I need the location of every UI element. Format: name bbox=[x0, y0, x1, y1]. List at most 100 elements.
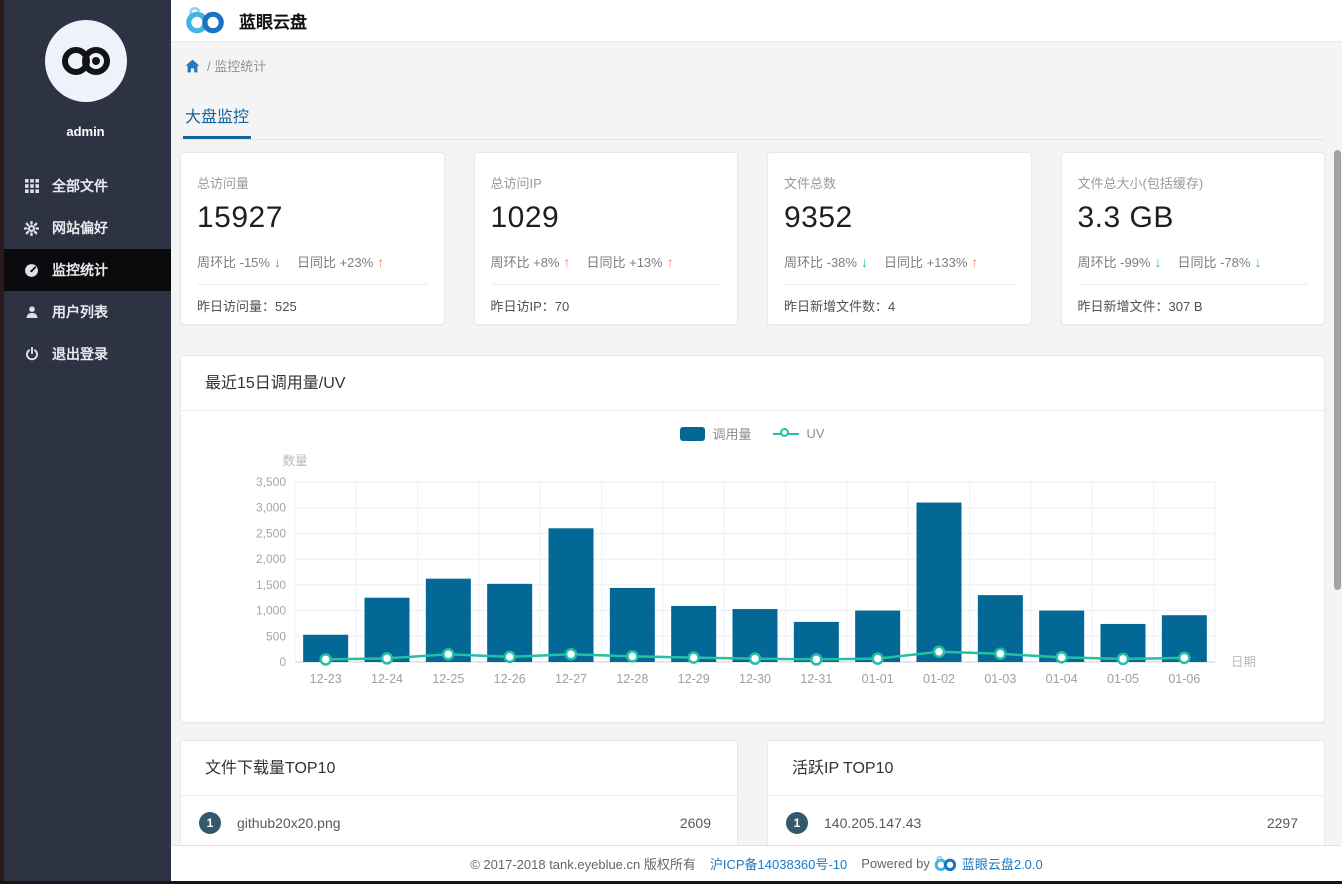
window-bottom-edge bbox=[0, 881, 1342, 884]
ip-address: 140.205.147.43 bbox=[824, 814, 922, 831]
sidebar-item-preferences[interactable]: 网站偏好 bbox=[0, 207, 171, 249]
copyright-text: © 2017-2018 tank.eyeblue.cn 版权所有 bbox=[470, 857, 696, 872]
sidebar-item-monitoring[interactable]: 监控统计 bbox=[0, 249, 171, 291]
sidebar-menu: 全部文件 网站偏好 bbox=[0, 165, 171, 375]
svg-text:12-25: 12-25 bbox=[432, 672, 464, 686]
svg-text:01-03: 01-03 bbox=[984, 672, 1016, 686]
stat-card-total-visits: 总访问量 15927 周环比 -15% ↓ 日同比 +23% ↑ 昨日访问量：525 bbox=[180, 152, 445, 325]
stat-value: 1029 bbox=[490, 201, 560, 234]
svg-text:12-29: 12-29 bbox=[678, 672, 710, 686]
tab-bar: 大盘监控 bbox=[180, 103, 1325, 140]
dashboard-icon bbox=[24, 263, 39, 278]
sidebar-username: admin bbox=[66, 124, 105, 139]
brand-logo-icon[interactable] bbox=[185, 6, 227, 35]
stat-label: 总访问量 bbox=[197, 176, 250, 191]
stat-cards-row: 总访问量 15927 周环比 -15% ↓ 日同比 +23% ↑ 昨日访问量：525… bbox=[180, 152, 1325, 325]
trend-arrow-icon: ↓ bbox=[1154, 254, 1162, 270]
home-icon[interactable] bbox=[185, 59, 200, 73]
legend-label: UV bbox=[806, 426, 825, 441]
trend-day: 日同比 -78% ↓ bbox=[1177, 254, 1262, 270]
trend-week: 周环比 -15% ↓ bbox=[197, 254, 281, 270]
sidebar-item-all-files[interactable]: 全部文件 bbox=[0, 165, 171, 207]
stat-value: 15927 bbox=[197, 201, 283, 234]
header: 蓝眼云盘 bbox=[171, 0, 1342, 42]
sidebar-item-label: 退出登录 bbox=[52, 346, 108, 362]
svg-text:3,000: 3,000 bbox=[256, 501, 286, 515]
sidebar-item-users[interactable]: 用户列表 bbox=[0, 291, 171, 333]
sidebar-item-label: 用户列表 bbox=[52, 304, 108, 320]
svg-text:12-28: 12-28 bbox=[616, 672, 648, 686]
list-title: 文件下载量TOP10 bbox=[181, 741, 737, 796]
svg-text:日期: 日期 bbox=[1231, 655, 1256, 669]
svg-text:01-02: 01-02 bbox=[923, 672, 955, 686]
svg-text:01-01: 01-01 bbox=[862, 672, 894, 686]
list-title: 活跃IP TOP10 bbox=[768, 741, 1324, 796]
sidebar-item-label: 全部文件 bbox=[52, 178, 108, 194]
svg-text:12-30: 12-30 bbox=[739, 672, 771, 686]
svg-text:12-23: 12-23 bbox=[310, 672, 342, 686]
trend-arrow-icon: ↓ bbox=[273, 254, 281, 270]
stat-card-total-ips: 总访问IP 1029 周环比 +8% ↑ 日同比 +13% ↑ 昨日访IP：70 bbox=[473, 152, 738, 325]
trend-arrow-icon: ↑ bbox=[377, 254, 385, 270]
trend-arrow-icon: ↑ bbox=[971, 254, 979, 270]
svg-text:2,000: 2,000 bbox=[256, 552, 286, 566]
divider bbox=[490, 284, 721, 285]
uv-chart-card: 最近15日调用量/UV 调用量 UV 0 500 1,000 1,500 2,000 2,… bbox=[180, 355, 1325, 723]
grid-icon bbox=[24, 179, 39, 194]
trend-arrow-icon: ↑ bbox=[563, 254, 571, 270]
trend-week: 周环比 +8% ↑ bbox=[490, 254, 571, 270]
sidebar: admin 全部文件 bbox=[0, 0, 171, 884]
svg-text:12-24: 12-24 bbox=[371, 672, 403, 686]
divider bbox=[197, 284, 428, 285]
download-count: 2609 bbox=[679, 814, 711, 831]
trend-arrow-icon: ↓ bbox=[1254, 254, 1262, 270]
stat-card-total-files: 文件总数 9352 周环比 -38% ↓ 日同比 +133% ↑ 昨日新增文件数：4 bbox=[767, 152, 1032, 325]
list-item: 1 github20x20.png 2609 bbox=[181, 796, 737, 849]
svg-text:12-26: 12-26 bbox=[494, 672, 526, 686]
legend-item-calls[interactable]: 调用量 bbox=[680, 424, 751, 443]
breadcrumb-current: / 监控统计 bbox=[207, 59, 267, 74]
avatar bbox=[44, 20, 127, 102]
svg-text:12-31: 12-31 bbox=[800, 672, 832, 686]
legend-item-uv[interactable]: UV bbox=[773, 426, 825, 441]
trend-arrow-icon: ↑ bbox=[666, 254, 674, 270]
footer: © 2017-2018 tank.eyeblue.cn 版权所有 沪ICP备14… bbox=[171, 845, 1342, 881]
gear-icon bbox=[24, 220, 39, 236]
stat-label: 文件总数 bbox=[784, 176, 837, 191]
sidebar-item-label: 网站偏好 bbox=[52, 220, 108, 236]
stat-footnote: 昨日新增文件：307 B bbox=[1077, 299, 1203, 314]
rank-badge: 1 bbox=[199, 811, 221, 834]
icp-link[interactable]: 沪ICP备14038360号-10 bbox=[709, 857, 848, 872]
svg-text:01-05: 01-05 bbox=[1107, 672, 1139, 686]
uv-bar-line-chart: 0 500 1,000 1,500 2,000 2,500 3,000 3,500 12-23 1… bbox=[256, 453, 1256, 686]
svg-text:12-27: 12-27 bbox=[555, 672, 587, 686]
trend-day: 日同比 +23% ↑ bbox=[296, 254, 385, 270]
stat-footnote: 昨日访IP：70 bbox=[490, 299, 570, 314]
product-link[interactable]: 蓝眼云盘2.0.0 bbox=[961, 857, 1043, 872]
power-icon bbox=[24, 347, 39, 362]
svg-text:01-06: 01-06 bbox=[1168, 672, 1200, 686]
tab-dashboard-monitor[interactable]: 大盘监控 bbox=[183, 103, 252, 139]
svg-text:500: 500 bbox=[266, 629, 286, 643]
chart-legend: 调用量 UV bbox=[181, 424, 1324, 443]
trend-day: 日同比 +13% ↑ bbox=[586, 254, 674, 270]
svg-text:3,500: 3,500 bbox=[256, 475, 286, 489]
svg-text:1,000: 1,000 bbox=[256, 604, 286, 618]
infinity-logo-icon bbox=[61, 47, 110, 75]
stat-card-total-size: 文件总大小(包括缓存) 3.3 GB 周环比 -99% ↓ 日同比 -78% ↓ 昨… bbox=[1060, 152, 1325, 325]
stat-label: 文件总大小(包括缓存) bbox=[1077, 176, 1204, 191]
stat-label: 总访问IP bbox=[490, 176, 542, 191]
vertical-scrollbar-thumb[interactable] bbox=[1334, 150, 1341, 590]
divider bbox=[1077, 284, 1308, 285]
trend-day: 日同比 +133% ↑ bbox=[883, 254, 979, 270]
sidebar-edge bbox=[0, 0, 4, 884]
list-item: 1 140.205.147.43 2297 bbox=[768, 796, 1324, 849]
svg-text:1,500: 1,500 bbox=[256, 578, 286, 592]
sidebar-item-logout[interactable]: 退出登录 bbox=[0, 333, 171, 375]
file-name: github20x20.png bbox=[237, 814, 341, 831]
trend-week: 周环比 -99% ↓ bbox=[1077, 254, 1162, 270]
app-title: 蓝眼云盘 bbox=[239, 13, 307, 32]
svg-text:01-04: 01-04 bbox=[1046, 672, 1078, 686]
legend-bar-swatch-icon bbox=[680, 426, 706, 441]
